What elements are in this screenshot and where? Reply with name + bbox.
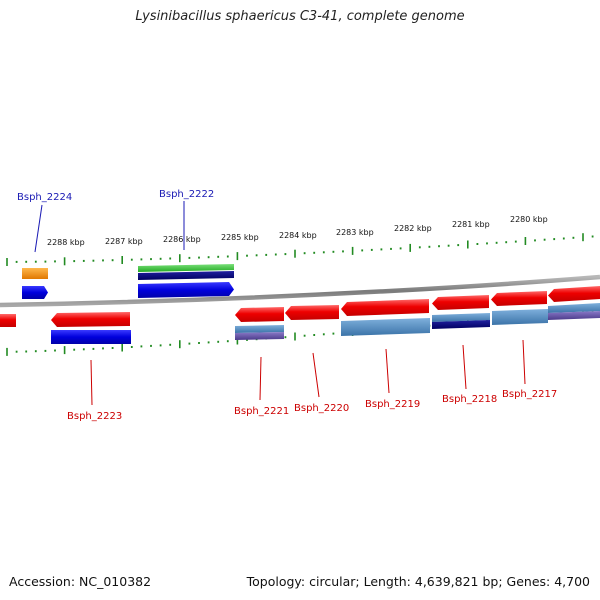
gene-label-bsph-2222[interactable]: Bsph_2222 [159, 189, 214, 200]
reverse-cds-edge [0, 314, 16, 327]
reverse-cds-bsph-2220[interactable] [285, 305, 339, 320]
gene-label-bsph-2219[interactable]: Bsph_2219 [365, 399, 420, 410]
reverse-cds-bsph-2223[interactable] [51, 312, 130, 327]
scale-label-2284kbp: 2284 kbp [279, 231, 317, 240]
reverse-cds-bsph-2219[interactable] [341, 299, 429, 316]
steelblue-feature-2219 [341, 318, 430, 336]
gene-labels: Bsph_2224 Bsph_2222 Bsph_2223 Bsph_2221 … [17, 189, 557, 422]
steelblue-feature-2218 [432, 313, 490, 322]
leader-bsph-2219 [385, 348, 390, 394]
reverse-cds-edge-right [548, 286, 600, 302]
navy-feature-2218 [432, 320, 490, 329]
genome-backbone [0, 274, 600, 308]
gene-label-bsph-2223[interactable]: Bsph_2223 [67, 411, 122, 422]
forward-cds-bsph-2222[interactable] [138, 282, 234, 298]
leader-bsph-2223 [90, 359, 93, 406]
leader-bsph-2221 [259, 356, 262, 401]
scale-label-2281kbp: 2281 kbp [452, 220, 490, 229]
purple-feature-edge [548, 311, 600, 320]
gene-label-bsph-2217[interactable]: Bsph_2217 [502, 389, 557, 400]
steelblue-feature-edge [548, 303, 600, 313]
scale-label-2288kbp: 2288 kbp [47, 238, 85, 247]
forward-cds-bsph-2224[interactable] [22, 286, 48, 299]
accession-text: Accession: NC_010382 [9, 574, 152, 589]
scale-label-2280kbp: 2280 kbp [510, 215, 548, 224]
gene-label-bsph-2224[interactable]: Bsph_2224 [17, 192, 72, 203]
leader-bsph-2218 [462, 344, 467, 390]
leader-bsph-2224 [34, 204, 43, 253]
scale-label-2287kbp: 2287 kbp [105, 237, 143, 246]
gene-label-bsph-2221[interactable]: Bsph_2221 [234, 406, 289, 417]
scale-label-2282kbp: 2282 kbp [394, 224, 432, 233]
scale-label-2283kbp: 2283 kbp [336, 228, 374, 237]
blue-box-bsph-2223 [51, 330, 131, 344]
steelblue-feature-2221 [235, 325, 284, 333]
scale-label-2285kbp: 2285 kbp [221, 233, 259, 242]
gene-label-bsph-2220[interactable]: Bsph_2220 [294, 403, 349, 414]
purple-feature-2221 [235, 332, 284, 340]
navy-feature [138, 271, 234, 280]
scale-labels: 2288 kbp 2287 kbp 2286 kbp 2285 kbp 2284… [47, 215, 548, 247]
outer-tick-track [6, 233, 594, 266]
gene-label-bsph-2218[interactable]: Bsph_2218 [442, 394, 497, 405]
label-leaders [34, 201, 526, 406]
reverse-cds-bsph-2221[interactable] [235, 307, 284, 322]
reverse-cds-bsph-2217[interactable] [491, 291, 547, 306]
topology-text: Topology: circular; Length: 4,639,821 bp… [246, 574, 590, 589]
orange-feature [22, 268, 48, 279]
leader-bsph-2220 [312, 352, 320, 398]
steelblue-feature-2217 [492, 309, 548, 325]
leader-bsph-2217 [522, 339, 526, 385]
scale-label-2286kbp: 2286 kbp [163, 235, 201, 244]
reverse-cds-bsph-2218[interactable] [432, 295, 489, 310]
map-title: Lysinibacillus sphaericus C3-41, complet… [135, 9, 465, 24]
green-feature [138, 264, 234, 272]
